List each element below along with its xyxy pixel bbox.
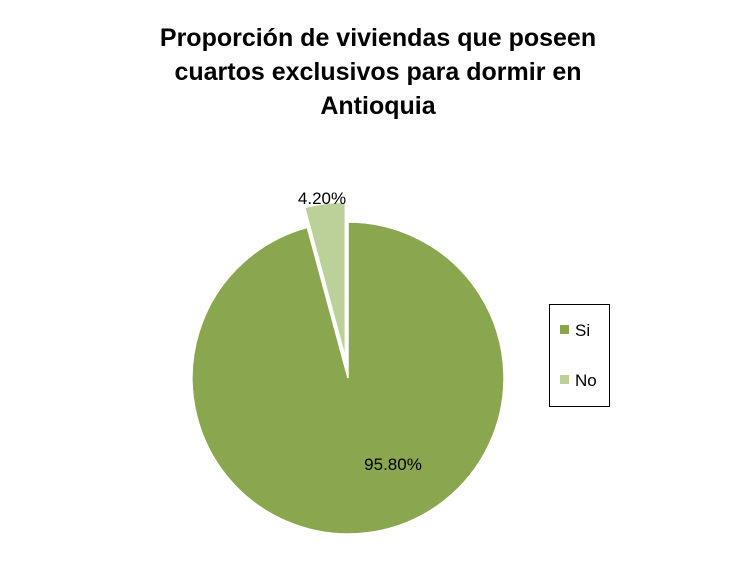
legend-swatch-si <box>560 325 569 334</box>
legend-box <box>549 304 610 407</box>
pie-slices <box>191 201 505 535</box>
legend-swatch-no <box>560 375 569 384</box>
legend: Si No <box>549 304 610 407</box>
legend-label-si: Si <box>575 321 590 340</box>
pie-slice-si <box>191 221 505 535</box>
chart-title-line-2: cuartos exclusivos para dormir en <box>174 58 581 86</box>
pie-slice-no <box>303 201 347 359</box>
data-label-no: 4.20% <box>298 189 346 208</box>
data-label-si: 95.80% <box>364 455 422 474</box>
chart-title-line-1: Proporción de viviendas que poseen <box>160 24 596 52</box>
legend-label-no: No <box>575 371 597 390</box>
chart-title-line-3: Antioquia <box>320 92 436 120</box>
